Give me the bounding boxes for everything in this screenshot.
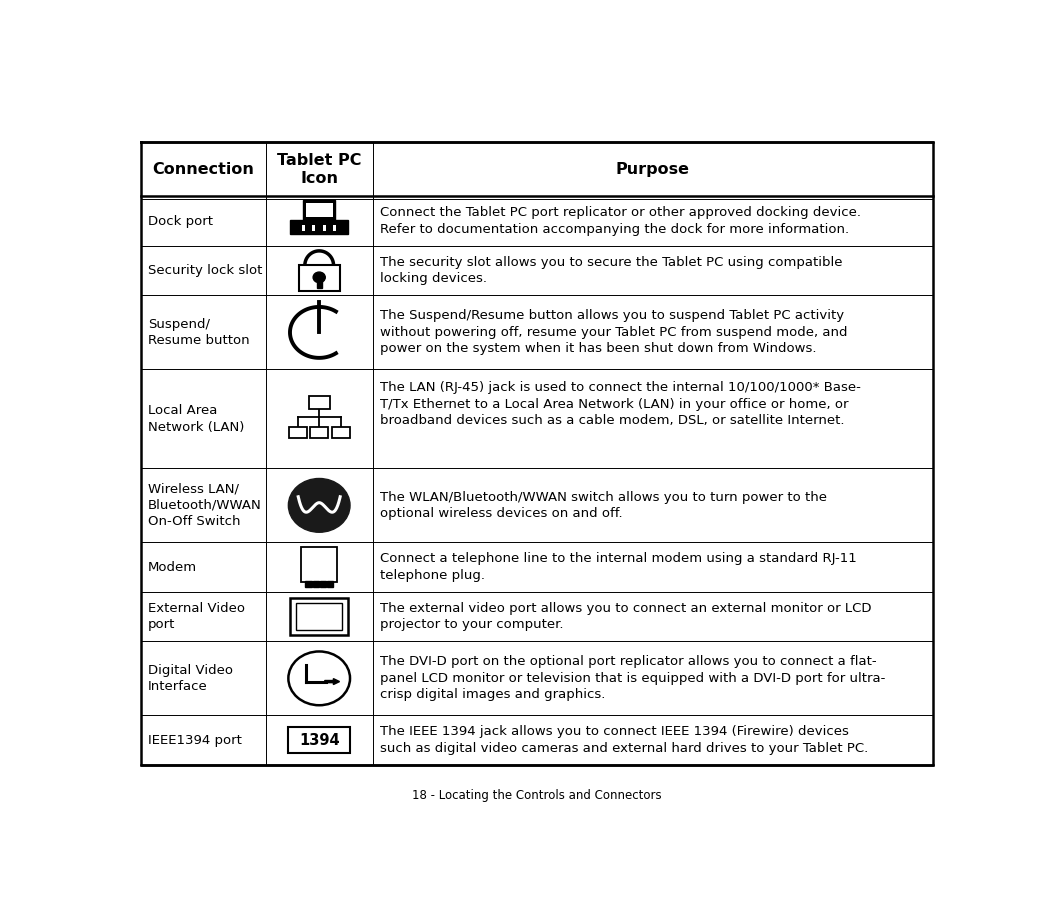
Text: External Video
port: External Video port xyxy=(148,602,245,631)
Text: Dock port: Dock port xyxy=(148,215,213,228)
Bar xyxy=(316,278,321,289)
Text: The Suspend/Resume button allows you to suspend Tablet PC activity
without power: The Suspend/Resume button allows you to … xyxy=(380,310,847,356)
Bar xyxy=(312,224,315,232)
Text: Wireless LAN/
Bluetooth/WWAN
On-Off Switch: Wireless LAN/ Bluetooth/WWAN On-Off Swit… xyxy=(148,482,262,528)
Text: Digital Video
Interface: Digital Video Interface xyxy=(148,664,232,693)
Bar xyxy=(328,582,333,587)
Bar xyxy=(333,224,336,232)
Bar xyxy=(290,598,349,635)
Text: Tablet PC
Icon: Tablet PC Icon xyxy=(277,153,361,187)
Bar xyxy=(309,396,330,409)
Bar xyxy=(289,426,307,437)
FancyArrow shape xyxy=(325,678,339,685)
Bar xyxy=(310,426,329,437)
Text: The DVI-D port on the optional port replicator allows you to connect a flat-
pan: The DVI-D port on the optional port repl… xyxy=(380,655,885,701)
Text: The IEEE 1394 jack allows you to connect IEEE 1394 (Firewire) devices
such as di: The IEEE 1394 jack allows you to connect… xyxy=(380,725,868,754)
Bar xyxy=(313,582,319,587)
Bar xyxy=(298,266,340,290)
Text: 1394: 1394 xyxy=(298,732,339,748)
Bar xyxy=(306,582,312,587)
Circle shape xyxy=(288,652,350,705)
Text: Suspend/
Resume button: Suspend/ Resume button xyxy=(148,318,249,347)
Bar xyxy=(306,203,333,218)
Text: Local Area
Network (LAN): Local Area Network (LAN) xyxy=(148,404,244,434)
Bar xyxy=(288,727,350,753)
Circle shape xyxy=(313,272,326,283)
Text: Connect the Tablet PC port replicator or other approved docking device.
Refer to: Connect the Tablet PC port replicator or… xyxy=(380,207,861,236)
Bar xyxy=(290,220,349,233)
Text: The security slot allows you to secure the Tablet PC using compatible
locking de: The security slot allows you to secure t… xyxy=(380,255,842,286)
Text: Connection: Connection xyxy=(152,162,254,176)
Bar xyxy=(320,582,326,587)
Bar xyxy=(332,426,350,437)
Text: The LAN (RJ-45) jack is used to connect the internal 10/100/1000* Base-
T/Tx Eth: The LAN (RJ-45) jack is used to connect … xyxy=(380,381,861,427)
Bar xyxy=(322,224,326,232)
Text: Security lock slot: Security lock slot xyxy=(148,264,262,278)
Bar xyxy=(303,224,306,232)
Text: The WLAN/Bluetooth/WWAN switch allows you to turn power to the
optional wireless: The WLAN/Bluetooth/WWAN switch allows yo… xyxy=(380,491,827,520)
Text: The external video port allows you to connect an external monitor or LCD
project: The external video port allows you to co… xyxy=(380,602,871,631)
Bar xyxy=(300,548,337,582)
Bar xyxy=(303,200,335,220)
Bar xyxy=(296,603,342,630)
Circle shape xyxy=(288,479,350,532)
Text: Modem: Modem xyxy=(148,561,197,573)
Text: Connect a telephone line to the internal modem using a standard RJ-11
telephone : Connect a telephone line to the internal… xyxy=(380,552,856,582)
Text: Purpose: Purpose xyxy=(616,162,690,176)
Text: IEEE1394 port: IEEE1394 port xyxy=(148,733,242,746)
Text: 18 - Locating the Controls and Connectors: 18 - Locating the Controls and Connector… xyxy=(411,789,662,801)
